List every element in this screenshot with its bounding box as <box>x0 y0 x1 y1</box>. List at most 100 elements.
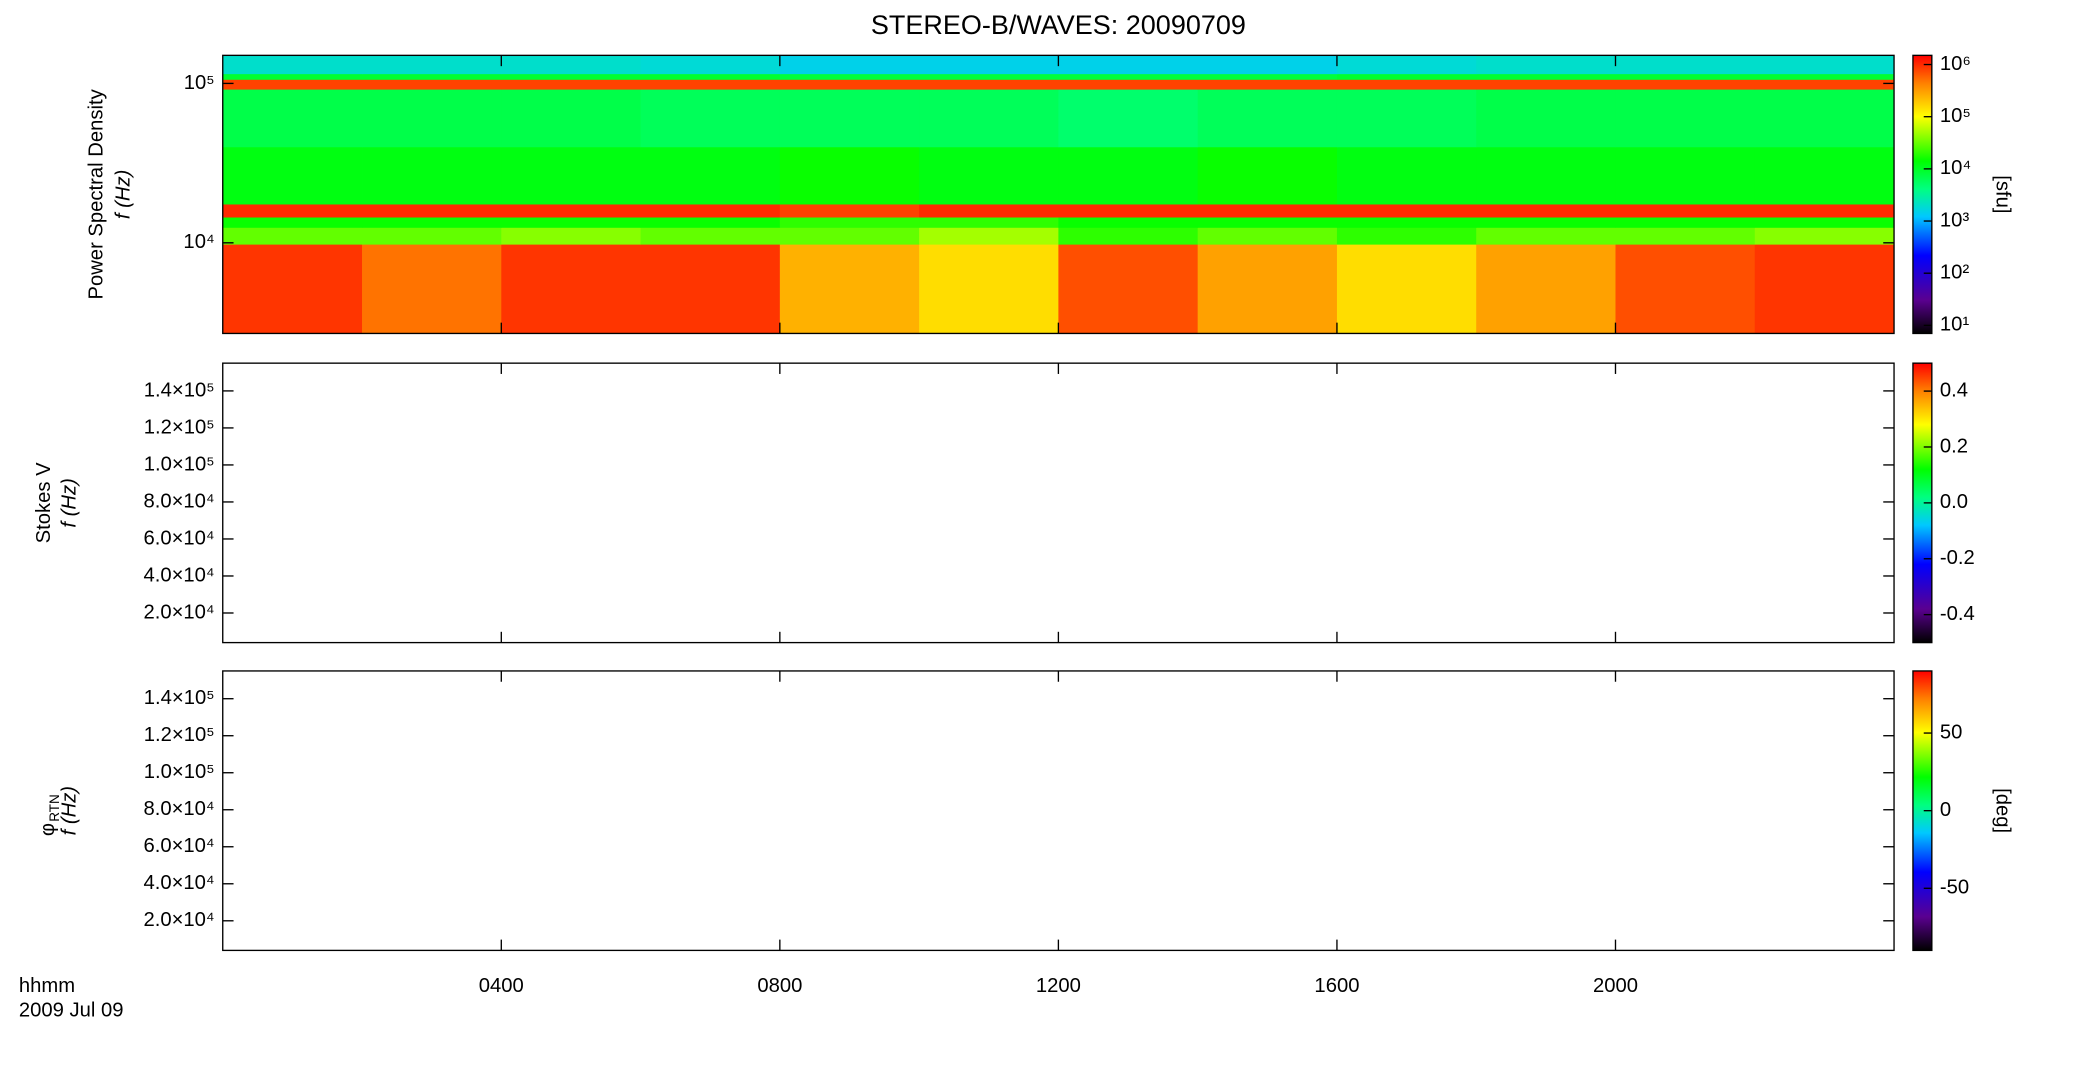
spectrogram-cell <box>1754 79 1895 90</box>
spectrogram-cell <box>1197 204 1338 218</box>
spectrogram-cell <box>362 146 502 205</box>
colorbar-tick-label: 0.4 <box>1940 379 1968 401</box>
y-axis-label: f (Hz) <box>59 478 81 527</box>
colorbar-label: [deg] <box>1992 788 2014 833</box>
spectrogram-cell <box>1197 244 1338 334</box>
spectrogram-cell <box>640 244 781 334</box>
spectrogram-cell <box>1058 79 1199 90</box>
x-axis-date: 2009 Jul 09 <box>19 999 124 1021</box>
spectrogram-cell <box>1476 55 1616 75</box>
y-tick-label: 4.0×10⁴ <box>143 872 214 894</box>
colorbar-tick-label: 10² <box>1940 262 1970 284</box>
spectrogram-cell <box>640 55 781 75</box>
colorbar-tick-label: 0 <box>1940 799 1951 821</box>
y-tick-label: 6.0×10⁴ <box>143 527 214 549</box>
y-axis-label: f (Hz) <box>59 786 81 835</box>
spectrogram-cell <box>919 217 1059 228</box>
y-tick-label: 1.0×10⁵ <box>144 453 215 475</box>
spectrogram-cell <box>362 217 502 228</box>
spectrogram-cell <box>1058 146 1199 205</box>
spectrogram-cell <box>1058 89 1199 148</box>
spectrogram-cell <box>1754 73 1895 80</box>
spectrogram-cell <box>1476 89 1616 148</box>
spectrogram-cell <box>222 73 363 80</box>
spectrogram-cell <box>779 73 920 80</box>
colorbar-label: [sfu] <box>1992 175 2014 213</box>
spectrogram-cell <box>1336 244 1477 334</box>
spectrogram-cell <box>1336 55 1477 75</box>
spectrogram-cell <box>1336 204 1477 218</box>
y-axis-label-sub: RTN <box>47 794 62 821</box>
x-axis-label: hhmm <box>19 975 75 997</box>
spectrogram-cell <box>779 244 920 334</box>
spectrogram-cell <box>362 227 502 245</box>
spectrogram-cell <box>222 204 363 218</box>
spectrogram-cell <box>1058 204 1199 218</box>
y-tick-label: 1.2×10⁵ <box>144 724 215 746</box>
spectrogram-cell <box>501 217 641 228</box>
spectrogram-cell <box>1058 55 1199 75</box>
spectrogram-cell <box>222 89 363 148</box>
chart-title: STEREO-B/WAVES: 20090709 <box>871 10 1246 40</box>
y-axis-label: Power Spectral Density <box>86 88 108 299</box>
spectrogram-cell <box>1336 79 1477 90</box>
spectrogram-cell <box>1336 146 1477 205</box>
y-tick-label: 10⁵ <box>184 72 215 94</box>
x-tick-label: 0400 <box>479 975 524 997</box>
spectrogram-cell <box>1615 55 1756 75</box>
spectrogram-cell <box>1754 217 1895 228</box>
spectrogram-cell <box>919 244 1059 334</box>
spectrogram-cell <box>919 73 1059 80</box>
spectrogram-cell <box>362 204 502 218</box>
spectrogram-cell <box>779 146 920 205</box>
spectrogram-cell <box>501 204 641 218</box>
y-tick-label: 4.0×10⁴ <box>143 564 214 586</box>
spectrogram-cell <box>779 217 920 228</box>
spectrogram-cell <box>222 244 363 334</box>
y-tick-label: 6.0×10⁴ <box>143 835 214 857</box>
spectrogram-cell <box>1754 227 1895 245</box>
spectrogram-cell <box>1476 79 1616 90</box>
y-tick-label: 1.4×10⁵ <box>144 687 215 709</box>
spectrogram-cell <box>1336 73 1477 80</box>
spectrogram-cell <box>919 146 1059 205</box>
spectrogram-cell <box>1476 244 1616 334</box>
spectrogram-cell <box>919 89 1059 148</box>
spectrogram-cell <box>362 55 502 75</box>
spectrogram-cell <box>501 227 641 245</box>
spectrogram-cell <box>640 217 781 228</box>
spectrogram-cell <box>1615 73 1756 80</box>
spectrogram-cell <box>1058 227 1199 245</box>
colorbar-tick-label: 0.0 <box>1940 491 1968 513</box>
spectrogram-cell <box>1476 227 1616 245</box>
y-tick-label: 1.0×10⁵ <box>144 761 215 783</box>
panel-frame <box>222 670 1895 952</box>
spectrogram-cell <box>501 73 641 80</box>
y-tick-label: 2.0×10⁴ <box>143 909 214 931</box>
spectrogram-cell <box>501 146 641 205</box>
spectrogram-cell <box>1615 204 1756 218</box>
spectrogram-cell <box>1476 146 1616 205</box>
colorbar-tick-label: 10⁵ <box>1940 105 1971 127</box>
colorbar-tick-label: 10¹ <box>1940 314 1970 336</box>
spectrogram-cell <box>1476 73 1616 80</box>
spectrogram-cell <box>1197 217 1338 228</box>
spectrogram-cell <box>1197 227 1338 245</box>
y-tick-label: 8.0×10⁴ <box>143 490 214 512</box>
spectrogram-cell <box>222 227 363 245</box>
spectrogram-cell <box>222 79 363 90</box>
spectrogram-cell <box>919 227 1059 245</box>
colorbar-tick-label: 0.2 <box>1940 435 1968 457</box>
y-tick-label: 1.4×10⁵ <box>144 379 215 401</box>
spectrogram-cell <box>362 244 502 334</box>
spectrogram-cell <box>1615 146 1756 205</box>
spectrogram-cell <box>1615 79 1756 90</box>
spectrogram-cell <box>1615 227 1756 245</box>
panel-frame <box>222 362 1895 644</box>
y-tick-label: 1.2×10⁵ <box>144 416 215 438</box>
colorbar-tick-label: 10³ <box>1940 209 1970 231</box>
y-axis-label: f (Hz) <box>113 170 135 219</box>
spectrogram-cell <box>640 73 781 80</box>
colorbar <box>1912 54 1933 335</box>
